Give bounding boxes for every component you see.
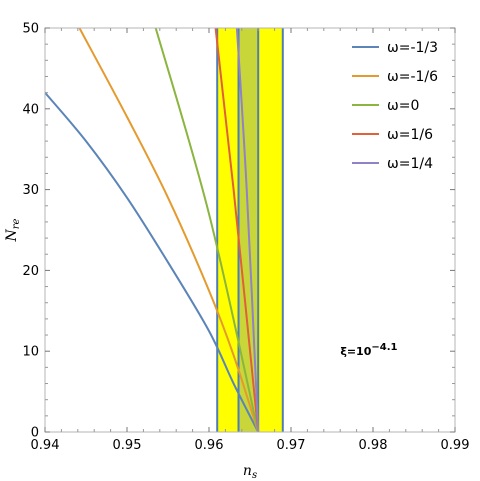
y-axis-label: Nre [4, 218, 22, 242]
x-tick-label: 0.94 [31, 438, 60, 453]
series-line-2 [154, 28, 260, 432]
series-line-3 [214, 28, 260, 432]
x-tick-label: 0.95 [113, 438, 142, 453]
y-tick-label: 50 [22, 22, 39, 37]
legend-label-3: ω=1/6 [387, 127, 433, 143]
legend-label-1: ω=-1/6 [387, 69, 438, 85]
x-axis-label-subscript: s [252, 470, 257, 481]
y-tick-label: 10 [22, 345, 39, 360]
y-axis-label-subscript: re [11, 218, 22, 229]
legend: ω=-1/3 ω=-1/6 ω=0 ω=1/6 ω=1/4 [352, 40, 438, 172]
series-line-0 [45, 91, 260, 432]
series-line-1 [78, 28, 260, 432]
x-tick-label: 0.97 [277, 438, 306, 453]
y-tick-label: 30 [22, 183, 39, 198]
y-tick-label: 20 [22, 264, 39, 279]
legend-label-0: ω=-1/3 [387, 40, 438, 56]
x-tick-label: 0.98 [359, 438, 388, 453]
xi-annotation: ξ=10−4.1 [340, 342, 397, 358]
y-tick-label: 0 [31, 426, 39, 441]
y-tick-label: 40 [22, 102, 39, 117]
x-axis-label: ns [243, 463, 257, 481]
xi-annotation-text: ξ=10−4.1 [340, 342, 397, 358]
series-line-4 [235, 28, 260, 432]
plot-frame [44, 27, 456, 433]
x-tick-label: 0.96 [195, 438, 224, 453]
series-lines [45, 28, 260, 432]
x-tick-label: 0.99 [441, 438, 470, 453]
axis-ticks: 0.94 0.95 0.96 0.97 0.98 0.99 0 10 20 30 40 50 [22, 22, 469, 454]
legend-label-4: ω=1/4 [387, 156, 433, 172]
legend-label-2: ω=0 [387, 98, 419, 114]
